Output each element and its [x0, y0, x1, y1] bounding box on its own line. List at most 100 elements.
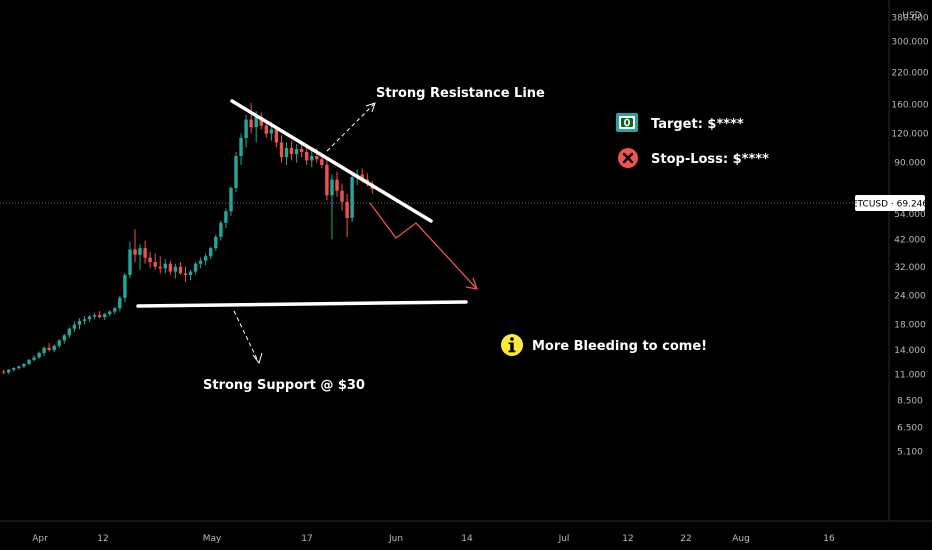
candle: [77, 318, 82, 330]
candle: [113, 306, 117, 315]
info-icon: [501, 334, 523, 356]
candle: [244, 114, 248, 148]
candle: [204, 253, 208, 266]
x-tick-label: Apr: [32, 534, 48, 544]
candle: [67, 327, 71, 338]
candle: [17, 365, 21, 370]
candle: [178, 262, 183, 275]
candle: [350, 172, 354, 222]
candle: [340, 183, 344, 211]
bleeding-label: More Bleeding to come!: [532, 339, 707, 354]
x-tick-label: 12: [622, 534, 633, 544]
candle: [128, 241, 132, 279]
candle: [294, 144, 299, 163]
x-tick-label: Aug: [732, 534, 750, 544]
y-tick-label: 6.500: [897, 423, 923, 433]
candle: [239, 133, 243, 165]
x-tick-label: Jul: [558, 534, 570, 544]
candle: [249, 102, 253, 134]
candle: [98, 311, 102, 319]
candle: [284, 142, 289, 165]
projection-arrow[interactable]: [369, 202, 478, 290]
candle: [193, 262, 198, 275]
resistance-callout-arrow: [326, 102, 376, 152]
y-tick-label: 160.000: [891, 101, 928, 111]
current-price-text: ETCUSD · 69.246: [852, 200, 929, 210]
current-price-tag: ETCUSD · 69.246: [852, 195, 929, 211]
candle: [259, 112, 263, 130]
candle: [335, 172, 339, 197]
candle: [42, 346, 46, 356]
candle: [234, 152, 238, 193]
candle: [133, 229, 137, 263]
candle: [345, 193, 349, 237]
y-tick-label: 120.000: [891, 130, 928, 140]
y-tick-label: 32.000: [894, 263, 926, 273]
candle: [57, 339, 61, 348]
candle: [37, 351, 41, 359]
y-tick-label: 11.000: [894, 370, 926, 380]
candle: [2, 369, 6, 375]
candle: [320, 156, 324, 169]
candle: [173, 263, 178, 279]
y-tick-label: 220.000: [891, 69, 928, 79]
y-tick-label: 380.000: [891, 14, 928, 24]
candle: [108, 310, 112, 317]
candle: [27, 359, 31, 366]
candle: [198, 257, 203, 269]
resistance-label: Strong Resistance Line: [376, 86, 545, 101]
candle: [22, 363, 26, 369]
candle: [148, 252, 152, 269]
candle: [219, 220, 223, 241]
candle: [153, 253, 157, 270]
x-tick-label: May: [203, 534, 222, 544]
y-tick-label: 90.000: [894, 159, 926, 169]
y-tick-label: 24.000: [894, 292, 926, 302]
candle: [224, 208, 228, 228]
currency-label: USD: [902, 11, 921, 21]
candle: [214, 234, 218, 251]
time-axis[interactable]: Apr 12 May 17 Jun 14 Jul 12 22 Aug 16: [32, 534, 835, 544]
candle: [143, 240, 147, 264]
stop-loss-label: Stop-Loss: $****: [651, 152, 769, 167]
support-callout-arrow: [233, 310, 263, 365]
candle: [163, 259, 167, 274]
y-tick-label: 18.000: [894, 321, 926, 331]
candle: [52, 344, 56, 353]
candle: [118, 295, 122, 312]
target-label: Target: $****: [651, 117, 744, 132]
candle: [72, 321, 77, 332]
y-tick-label: 14.000: [894, 346, 926, 356]
x-tick-label: 16: [823, 534, 835, 544]
candle: [87, 315, 92, 322]
candle: [183, 266, 188, 282]
x-tick-label: 22: [680, 534, 691, 544]
candle: [279, 135, 284, 163]
candle: [305, 148, 309, 165]
candle: [325, 160, 329, 201]
y-tick-label: 300.000: [891, 37, 928, 47]
candle: [7, 369, 11, 375]
support-label: Strong Support @ $30: [203, 378, 365, 393]
candle: [32, 355, 36, 362]
candle: [47, 343, 51, 352]
candle: [103, 313, 107, 320]
target-banknote-icon: [616, 113, 638, 132]
candle: [168, 260, 173, 275]
candle: [229, 186, 233, 216]
stop-loss-cross-icon: [618, 148, 638, 168]
candle: [330, 174, 334, 240]
y-tick-label: 42.000: [894, 235, 926, 245]
x-tick-label: 12: [97, 534, 108, 544]
price-axis[interactable]: 380.000 300.000 220.000 160.000 120.000 90.00…: [891, 14, 928, 458]
candle: [12, 367, 16, 372]
resistance-line[interactable]: [230, 99, 433, 223]
support-line[interactable]: [136, 300, 468, 308]
candle: [62, 334, 66, 344]
y-tick-label: 5.100: [897, 448, 923, 458]
y-tick-label: 8.500: [897, 396, 923, 406]
x-tick-label: 14: [461, 534, 473, 544]
candle: [158, 256, 162, 274]
